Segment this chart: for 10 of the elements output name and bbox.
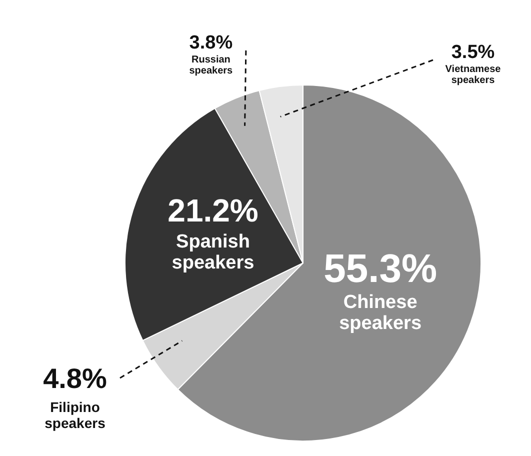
data-label: 55.3% [324, 246, 438, 291]
slice-label: Chinese speakers [339, 292, 422, 334]
slice-label: Russian speakers [189, 54, 234, 76]
data-label: 4.8% [43, 363, 108, 394]
slice-label: Spanish speakers [172, 232, 254, 274]
slice-label: Filipino speakers [44, 399, 106, 431]
data-label: 3.8% [189, 32, 233, 54]
data-label: 3.5% [451, 42, 495, 63]
slice-label: Vietnamese speakers [445, 64, 502, 86]
data-label: 21.2% [168, 192, 258, 229]
